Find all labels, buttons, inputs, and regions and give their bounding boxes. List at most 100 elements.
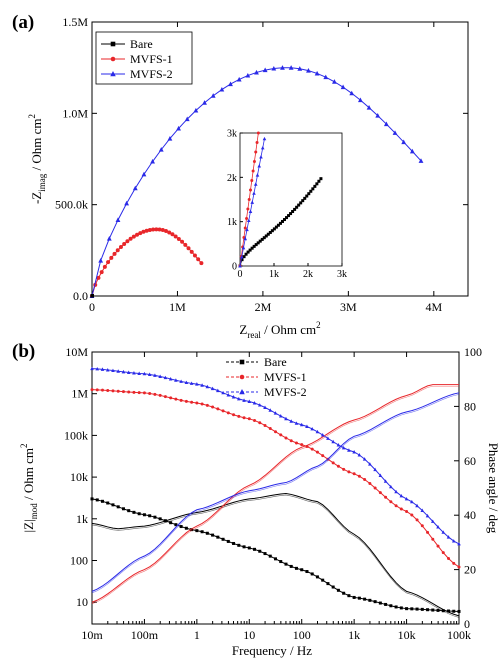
panel-a-point-mvfs-2 [124,200,130,206]
inset-point-bare [262,236,266,240]
panel-b-modulus-point-mvfs-1 [399,507,403,511]
panel-a-x-tick-label: 3M [340,300,357,314]
panel-b-modulus-point-mvfs-2 [315,429,320,434]
panel-b-modulus-point-mvfs-2 [247,399,252,404]
panel-b-modulus-point-mvfs-2 [310,426,314,431]
inset-x-tick-label: 2k [303,269,313,280]
panel-b-modulus-point-mvfs-1 [336,464,340,468]
panel-a-point-mvfs-1 [128,236,133,241]
inset-point-bare [293,207,297,211]
panel-b-modulus-point-bare [100,499,104,503]
panel-b-x-tick-label: 10 [243,628,255,642]
panel-b-modulus-point-mvfs-2 [278,414,283,418]
panel-b-modulus-point-bare [415,607,419,611]
panel-b-modulus-point-mvfs-2 [373,467,377,472]
panel-b-x-tick-label: 1k [348,628,360,642]
panel-b-modulus-point-mvfs-2 [368,462,372,466]
panel-b-modulus-point-mvfs-2 [289,419,294,423]
inset-point-bare [264,234,268,238]
panel-a-point-mvfs-2 [210,93,216,98]
panel-b-modulus-point-mvfs-1 [127,390,131,394]
panel-b-modulus-point-mvfs-1 [268,427,272,431]
panel-a-point-mvfs-1 [151,227,156,232]
panel-a-point-mvfs-2 [98,257,104,263]
panel-b-modulus-point-mvfs-1 [415,518,419,522]
panel-b-x-tick-label: 1 [194,628,200,642]
panel-b-modulus-point-bare [410,607,414,611]
panel-a-point-mvfs-2 [184,116,190,122]
panel-a-point-mvfs-1 [125,239,130,244]
panel-b-modulus-point-bare [132,510,136,514]
panel-b-modulus-point-mvfs-2 [389,484,393,489]
inset-point-bare [319,177,323,181]
panel-a-point-mvfs-2 [349,90,355,96]
panel-a-point-mvfs-1 [173,234,178,239]
panel-a-point-mvfs-2 [176,125,181,131]
panel-a-point-mvfs-2 [219,86,225,92]
inset-point-bare [299,201,303,205]
inset-point-bare [291,209,295,213]
panel-b-modulus-point-mvfs-1 [158,393,162,397]
panel-a-point-mvfs-2 [366,104,372,110]
panel-b-modulus-point-mvfs-1 [294,441,298,445]
panel-b-modulus-point-bare [121,507,125,511]
panel-b-modulus-point-mvfs-1 [216,407,220,411]
panel-b-modulus-point-bare [420,607,424,611]
panel-a-series-mvfs-1 [90,227,204,298]
panel-b-modulus-point-bare [389,604,393,608]
inset-series-bare [238,177,323,268]
panel-a-point-mvfs-2 [418,158,424,163]
panel-b-modulus-point-mvfs-1 [342,467,346,471]
panel-b-modulus-point-bare [368,598,372,602]
panel-b-modulus-point-mvfs-1 [226,411,230,415]
inset-point-bare [317,179,321,183]
panel-a-point-mvfs-2 [332,79,337,84]
inset-point-bare [266,232,270,236]
panel-b-modulus-point-bare [300,568,304,572]
panel-a-point-mvfs-1 [135,232,140,237]
panel-b-modulus-point-bare [384,602,388,606]
inset-point-bare [248,248,252,252]
panel-b-modulus-point-mvfs-2 [226,393,231,397]
panel-b-modulus-point-mvfs-1 [389,500,393,504]
panel-b-x-tick-label: 100 [293,628,311,642]
panel-b-modulus-point-bare [457,609,461,613]
inset-point-mvfs-2 [239,254,244,259]
panel-b-modulus-point-mvfs-1 [274,430,277,434]
panel-a-point-mvfs-2 [228,81,233,87]
inset-point-bare [295,205,299,209]
panel-b-modulus-point-mvfs-2 [210,386,215,391]
panel-b-modulus-point-bare [394,605,398,609]
panel-b-plot-frame [91,351,460,625]
panel-a-point-mvfs-1 [192,253,197,258]
panel-b-modulus-point-bare [226,539,230,543]
panel-a-point-mvfs-1 [199,261,204,266]
panel-a-point-mvfs-2 [193,107,199,113]
inset-point-bare [276,223,280,227]
panel-b-phase-line-inner-mvfs-2 [91,394,460,594]
panel-b-series-mvfs-2 [90,366,461,594]
panel-a-point-mvfs-2 [167,136,173,141]
panel-b-modulus-point-mvfs-1 [174,397,178,401]
panel-a-point-mvfs-1 [196,257,201,262]
inset-point-mvfs-2 [241,245,246,250]
panel-b-phase-line-mvfs-2 [91,392,460,592]
panel-a-point-mvfs-2 [271,65,277,71]
panel-b-modulus-point-mvfs-1 [211,405,215,409]
panel-b-modulus-point-bare [106,501,110,505]
panel-b-modulus-point-mvfs-1 [90,388,94,392]
panel-a-x-tick-label: 4M [425,300,442,314]
inset-point-mvfs-1 [252,160,256,163]
panel-a-point-mvfs-2 [141,171,147,177]
panel-b-modulus-point-bare [399,606,403,610]
panel-b-modulus-point-bare [331,585,335,589]
panel-b-modulus-point-mvfs-2 [257,403,262,407]
panel-a-point-mvfs-2 [254,69,259,75]
panel-b-modulus-point-mvfs-1 [384,495,388,499]
panel-a-legend-label-mvfs-1: MVFS-1 [130,52,173,66]
panel-b-modulus-point-mvfs-2 [331,439,335,444]
panel-a-point-mvfs-2 [288,65,294,70]
panel-b-modulus-point-bare [305,570,309,574]
